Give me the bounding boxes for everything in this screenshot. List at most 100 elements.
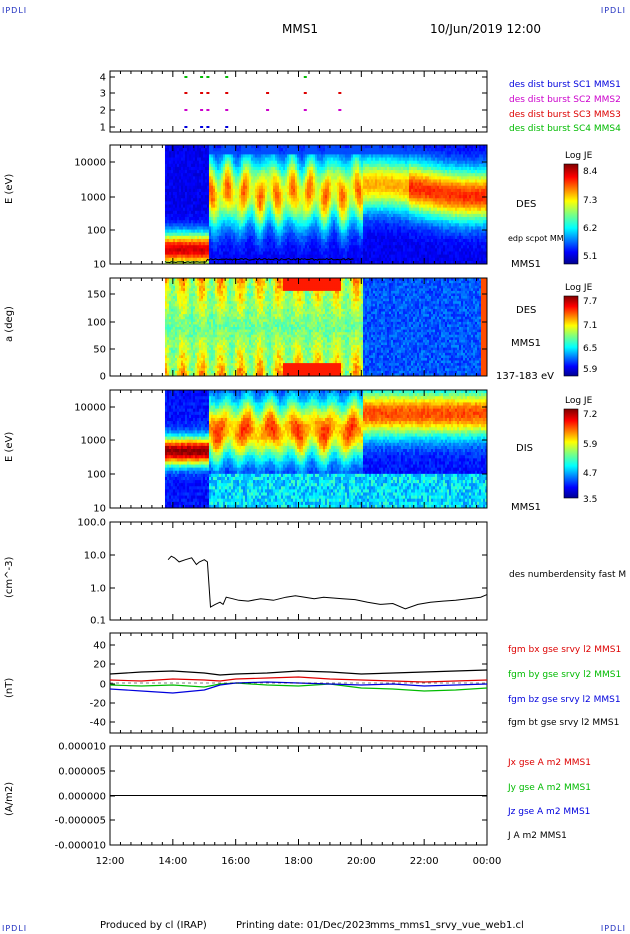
spectro-cell: [176, 170, 180, 174]
spectro-cell: [194, 160, 198, 165]
spectro-cell: [214, 163, 218, 168]
spectro-cell: [174, 163, 178, 168]
spectro-cell: [206, 248, 210, 252]
spectro-cell: [224, 217, 228, 221]
spectro-cell: [208, 213, 212, 218]
spectro-cell: [236, 191, 240, 196]
spectro-cell: [192, 248, 196, 252]
spectro-cell: [178, 163, 182, 168]
spectro-cell: [196, 157, 200, 162]
spectro-cell: [222, 254, 226, 259]
spectro-cell: [190, 251, 194, 255]
spectro-cell: [190, 204, 194, 209]
spectro-cell: [190, 179, 194, 183]
spectro-cell: [164, 170, 168, 174]
spectro-cell: [226, 248, 230, 252]
spectro-cell: [226, 151, 230, 155]
spectro-cell: [208, 260, 212, 265]
spectro-cell: [232, 248, 236, 252]
spectro-cell: [196, 201, 200, 205]
spectro-cell: [204, 182, 208, 187]
spectro-cell: [202, 226, 206, 230]
spectro-cell: [206, 220, 210, 224]
spectro-cell: [168, 220, 172, 224]
spectro-cell: [166, 157, 170, 162]
spectro-cell: [210, 254, 214, 259]
spectro-cell: [190, 145, 194, 149]
spectro-cell: [180, 163, 184, 168]
spectro-cell: [210, 148, 214, 152]
spectro-cell: [224, 170, 228, 174]
spectro-cell: [164, 251, 168, 255]
spectro-cell: [194, 157, 198, 162]
spectro-cell: [218, 238, 222, 243]
spectro-cell: [182, 248, 186, 252]
spectro-cell: [220, 166, 224, 171]
spectro-cell: [212, 195, 216, 199]
spectro-cell: [192, 223, 196, 227]
spectro-cell: [174, 210, 178, 215]
spectro-cell: [206, 226, 210, 230]
spectro-cell: [176, 245, 180, 249]
spectro-cell: [222, 229, 226, 234]
spectro-cell: [214, 195, 218, 199]
spectro-cell: [202, 245, 206, 249]
spectro-cell: [198, 254, 202, 259]
spectro-cell: [186, 188, 190, 193]
spectro-cell: [180, 148, 184, 152]
spectro-cell: [182, 223, 186, 227]
spectro-cell: [180, 254, 184, 259]
spectro-cell: [202, 191, 206, 196]
spectro-cell: [224, 160, 228, 165]
spectro-cell: [194, 242, 198, 246]
spectro-cell: [206, 176, 210, 180]
spectro-cell: [184, 248, 188, 252]
spectro-cell: [200, 260, 204, 265]
spectro-cell: [204, 151, 208, 155]
spectro-cell: [200, 201, 204, 205]
spectro-cell: [216, 226, 220, 230]
spectro-cell: [218, 191, 222, 196]
spectro-cell: [168, 226, 172, 230]
spectro-cell: [228, 251, 232, 255]
spectro-cell: [166, 166, 170, 171]
spectro-cell: [192, 257, 196, 262]
spectro-cell: [234, 242, 238, 246]
legend-j: J A m2 MMS1: [508, 831, 567, 841]
spectro-cell: [184, 242, 188, 246]
spectro-cell: [224, 151, 228, 155]
spectro-cell: [182, 173, 186, 177]
spectro-cell: [202, 176, 206, 180]
spectro-cell: [224, 166, 228, 171]
spectro-cell: [218, 151, 222, 155]
spectro-cell: [228, 201, 232, 205]
spectro-cell: [194, 254, 198, 259]
spectro-cell: [208, 248, 212, 252]
spectro-cell: [198, 160, 202, 165]
spectro-cell: [178, 154, 182, 158]
spectro-cell: [168, 166, 172, 171]
spectro-cell: [232, 151, 236, 155]
spectro-cell: [186, 213, 190, 218]
spectro-cell: [216, 242, 220, 246]
spectro-cell: [210, 176, 214, 180]
spectro-cell: [172, 204, 176, 209]
spectro-cell: [194, 260, 198, 265]
spectro-cell: [196, 229, 200, 234]
spectro-cell: [202, 195, 206, 199]
spectro-cell: [196, 223, 200, 227]
spectro-cell: [194, 151, 198, 155]
spectro-cell: [186, 204, 190, 209]
spectro-cell: [190, 207, 194, 212]
spectro-cell: [228, 217, 232, 221]
spectro-cell: [188, 145, 192, 149]
spectro-cell: [164, 257, 168, 262]
spectro-cell: [204, 220, 208, 224]
spectro-cell: [168, 198, 172, 202]
spectro-cell: [180, 235, 184, 240]
spectro-cell: [208, 238, 212, 243]
spectro-cell: [188, 207, 192, 212]
spectro-cell: [176, 223, 180, 227]
spectro-cell: [170, 235, 174, 240]
spectro-cell: [186, 148, 190, 152]
